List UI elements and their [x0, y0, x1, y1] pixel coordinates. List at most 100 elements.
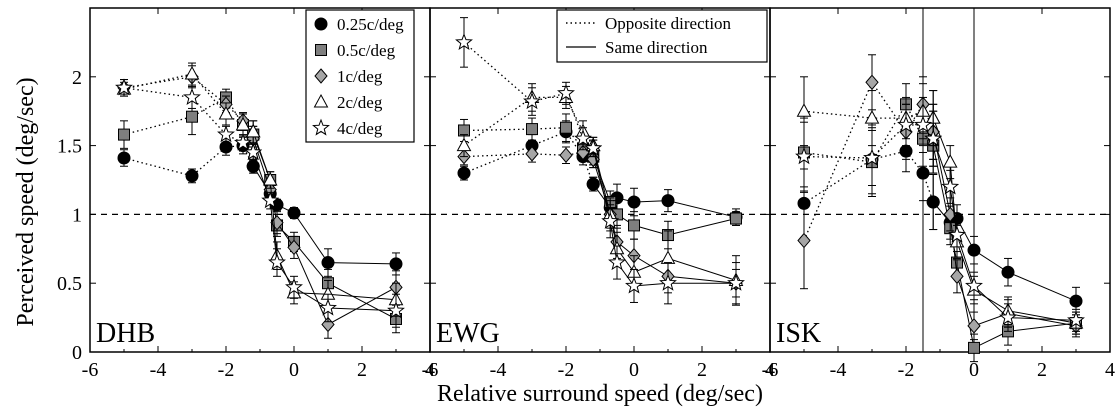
- panel-label-dhb: DHB: [96, 318, 155, 349]
- data-point-star: [455, 32, 473, 51]
- data-point-circle: [321, 256, 335, 270]
- x-tick-label-ewg: -6: [422, 359, 439, 381]
- data-point-square: [560, 121, 572, 134]
- x-tick-label-dhb: -6: [82, 359, 99, 381]
- y-tick-label: 1: [72, 204, 82, 226]
- series-line-same: [932, 138, 1077, 321]
- data-point-triangle: [864, 110, 880, 124]
- data-point-star: [727, 273, 745, 291]
- data-point-circle: [117, 151, 131, 165]
- data-point-circle: [627, 195, 641, 209]
- data-point-star: [268, 253, 286, 271]
- legend-label-same: Same direction: [605, 38, 708, 57]
- data-point-circle: [389, 257, 403, 271]
- data-point-circle: [916, 166, 930, 180]
- data-point-star: [285, 277, 303, 295]
- x-tick-label-isk: 2: [1037, 359, 1047, 381]
- series-line-opposite: [803, 124, 934, 159]
- series-line-same: [592, 156, 737, 236]
- data-point-triangle: [184, 65, 200, 80]
- series-isk-0-5c-deg: [798, 83, 1082, 363]
- legend-direction: Opposite direction Same direction: [556, 9, 768, 63]
- data-point-circle: [287, 206, 301, 220]
- x-tick-label-dhb: 2: [357, 359, 367, 381]
- data-point-diamond: [865, 74, 879, 91]
- x-tick-label-dhb: -4: [150, 359, 167, 381]
- x-axis-title: Relative surround speed (deg/sec): [437, 381, 763, 407]
- legend-marker-diamond: [314, 68, 328, 84]
- series-ewg-2c-deg: [456, 83, 744, 306]
- x-tick-label-isk: 0: [969, 359, 979, 381]
- series-isk-1c-deg: [797, 54, 1083, 341]
- series-ewg-4c-deg: [455, 17, 745, 305]
- legend-marker-star: [312, 118, 330, 136]
- data-point-star: [965, 276, 983, 294]
- series-isk-2c-deg: [796, 76, 1084, 335]
- data-point-star: [625, 276, 643, 294]
- data-point-diamond: [967, 318, 981, 334]
- data-point-square: [730, 212, 742, 225]
- data-point-star: [261, 191, 280, 209]
- data-point-diamond: [525, 146, 539, 162]
- panel-label-ewg: EWG: [436, 318, 500, 349]
- data-point-star: [183, 88, 201, 106]
- data-point-star: [999, 308, 1017, 326]
- data-point-triangle: [245, 123, 261, 138]
- data-point-star: [217, 125, 235, 143]
- data-point-square: [186, 110, 198, 123]
- series-line-same: [252, 131, 397, 301]
- data-point-diamond: [287, 239, 301, 256]
- series-line-opposite: [463, 151, 594, 160]
- data-point-circle: [926, 195, 940, 209]
- data-point-diamond: [797, 232, 811, 249]
- data-point-circle: [1069, 294, 1083, 308]
- data-point-star: [897, 115, 915, 133]
- data-point-triangle: [218, 105, 234, 120]
- data-point-triangle: [262, 171, 278, 186]
- data-point-circle: [967, 243, 981, 257]
- x-tick-label-ewg: 2: [697, 359, 707, 381]
- legend-label-4c: 4c/deg: [337, 119, 383, 138]
- x-tick-label-isk: -2: [898, 359, 915, 381]
- series-isk-4c-deg: [795, 96, 1085, 332]
- data-point-star: [914, 115, 932, 133]
- legend-marker-circle: [314, 17, 328, 31]
- panel-label-isk: ISK: [776, 318, 821, 349]
- legend-frequency-markers: [312, 17, 330, 136]
- series-line-same: [592, 148, 736, 287]
- data-point-star: [387, 301, 405, 319]
- data-point-circle: [457, 166, 471, 180]
- data-point-star: [574, 129, 592, 147]
- series-isk-0-25c-deg: [797, 124, 1083, 316]
- x-tick-label-dhb: 0: [289, 359, 299, 381]
- x-tick-label-ewg: -4: [490, 359, 507, 381]
- data-point-circle: [1001, 265, 1015, 279]
- series-line-same: [932, 117, 1077, 324]
- data-point-square: [118, 128, 130, 141]
- data-point-square: [968, 341, 980, 354]
- x-tick-label-isk: 4: [1105, 359, 1115, 381]
- data-point-triangle: [942, 154, 958, 168]
- legend-frequency: 0.25c/deg 0.5c/deg 1c/deg 2c/deg 4c/deg: [305, 9, 415, 143]
- series-line-opposite: [803, 150, 934, 204]
- data-point-diamond: [950, 268, 964, 285]
- data-point-triangle: [456, 137, 472, 152]
- legend-label-0-5c: 0.5c/deg: [337, 41, 396, 60]
- x-tick-label-dhb: 4: [425, 359, 435, 381]
- data-point-star: [1067, 310, 1085, 328]
- series-line-opposite: [123, 87, 254, 153]
- x-tick-label-isk: -4: [830, 359, 847, 381]
- y-tick-label: 1.5: [57, 136, 82, 158]
- legend-label-opposite: Opposite direction: [605, 14, 732, 33]
- data-point-triangle: [796, 103, 812, 117]
- x-tick-label-dhb: -2: [218, 359, 235, 381]
- x-tick-label-ewg: 4: [765, 359, 775, 381]
- data-point-square: [628, 219, 640, 232]
- data-point-star: [244, 143, 263, 161]
- legend-label-1c: 1c/deg: [337, 67, 383, 86]
- series-ewg-1c-deg: [457, 143, 743, 298]
- data-point-star: [115, 78, 133, 96]
- x-tick-label-ewg: -2: [558, 359, 575, 381]
- y-tick-label: 0: [72, 342, 82, 364]
